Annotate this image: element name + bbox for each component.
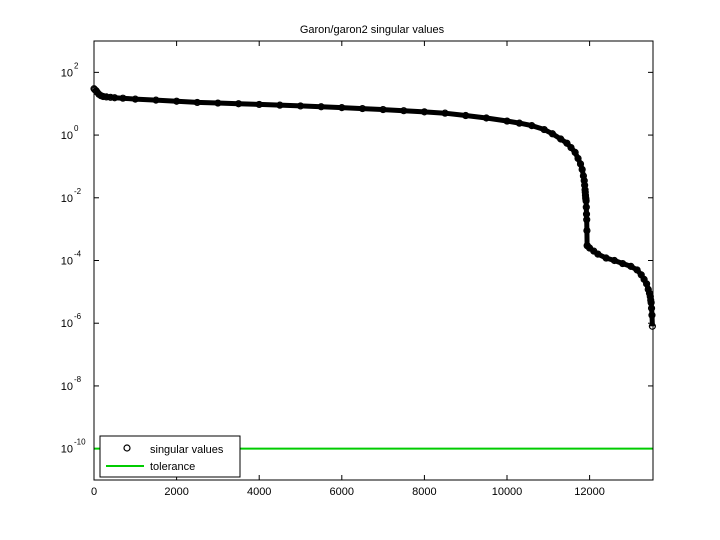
y-tick-exponent: -2 — [74, 187, 82, 196]
y-tick-label: 10 — [61, 67, 73, 79]
y-tick-exponent: 2 — [74, 61, 79, 70]
y-tick-label: 10 — [61, 381, 73, 393]
x-tick-label: 12000 — [574, 486, 605, 498]
y-tick-label: 10 — [61, 193, 73, 205]
x-tick-label: 6000 — [330, 486, 354, 498]
y-tick-exponent: -10 — [74, 438, 86, 447]
plot-frame — [93, 40, 654, 481]
x-tick-label: 8000 — [412, 486, 436, 498]
y-tick-label: 10 — [61, 256, 73, 268]
x-tick-label: 4000 — [247, 486, 271, 498]
x-tick-label: 10000 — [492, 486, 523, 498]
axis-ticks: 0 2000 4000 6000 8000 10000 1200010-1010-810-6… — [61, 41, 653, 498]
legend-label: tolerance — [150, 461, 195, 473]
singular-values-series — [90, 85, 656, 330]
y-tick-exponent: -8 — [74, 375, 82, 384]
y-tick-label: 10 — [61, 444, 73, 456]
y-tick-exponent: -4 — [74, 250, 82, 259]
y-tick-label: 10 — [61, 318, 73, 330]
legend-marker-singular-values — [123, 444, 131, 452]
chart-title: Garon/garon2 singular values — [300, 24, 445, 36]
legend: singular values tolerance — [99, 435, 241, 478]
x-tick-label: 0 — [91, 486, 97, 498]
y-tick-exponent: -6 — [74, 312, 82, 321]
x-tick-label: 2000 — [164, 486, 188, 498]
legend-box — [99, 435, 241, 478]
y-tick-label: 10 — [61, 130, 73, 142]
singular-values-trace — [92, 87, 655, 327]
y-tick-exponent: 0 — [74, 124, 79, 133]
legend-label: singular values — [150, 444, 224, 456]
